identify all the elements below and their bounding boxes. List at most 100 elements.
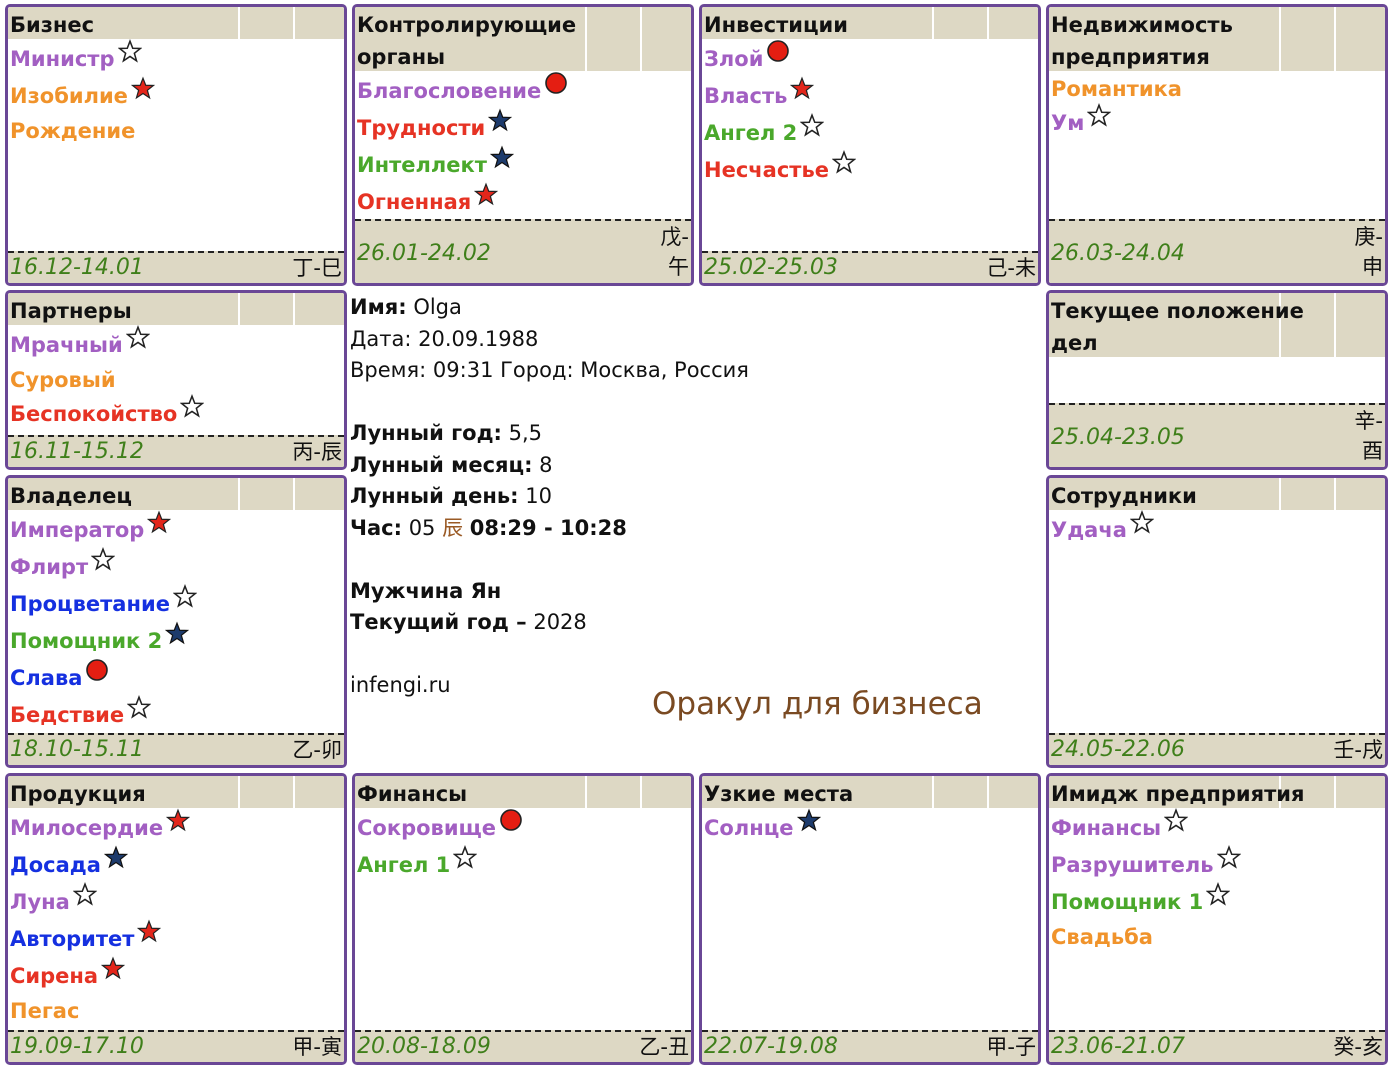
star-item[interactable]: Ангел 2 [704, 112, 856, 152]
star-item[interactable]: Свадьба [1051, 921, 1241, 953]
header-divider [1279, 7, 1281, 71]
lunar-year-label: Лунный год: [350, 421, 502, 445]
star-item[interactable]: Авторитет [10, 919, 190, 958]
star-list: Благословение Трудности Интеллект Огненная [357, 70, 568, 221]
palace-cell: Владелец Император Флирт Процветание Помощни… [5, 475, 347, 768]
palace-cell: Узкие места Солнце 22.07-19.08 甲-子 [699, 773, 1041, 1065]
star-name: Император [10, 518, 145, 542]
star-name: Бедствие [10, 703, 125, 727]
star-item[interactable]: Пегас [10, 995, 190, 1027]
star-item[interactable]: Помощник 1 [1051, 881, 1241, 921]
star-item[interactable]: Министр [10, 38, 155, 78]
outline-star-icon [1086, 102, 1112, 139]
star-item[interactable]: Сокровище [357, 808, 523, 847]
star-name: Огненная [357, 190, 472, 214]
site-link[interactable]: infengi.ru [350, 673, 451, 697]
lunar-month-label: Лунный месяц: [350, 452, 533, 477]
header-divider [640, 7, 642, 71]
star-item[interactable]: Сирена [10, 956, 190, 995]
star-item[interactable]: Помощник 2 [10, 621, 197, 660]
star-name: Суровый [10, 368, 116, 392]
star-name: Свадьба [1051, 925, 1153, 949]
ganzhi-label: 己-未 [986, 256, 1036, 280]
star-name: Досада [10, 853, 101, 877]
star-item[interactable]: Император [10, 510, 197, 549]
palace-cell: Текущее положение дел 25.04-23.05 辛-酉 [1046, 290, 1388, 470]
star-name: Ум [1051, 111, 1085, 135]
star-item[interactable]: Флирт [10, 546, 197, 586]
star-item[interactable]: Бедствие [10, 694, 197, 734]
star-item[interactable]: Луна [10, 881, 190, 921]
palace-header: Текущее положение дел [1049, 293, 1385, 357]
star-item[interactable]: Беспокойство [10, 393, 205, 433]
header-divider [1279, 776, 1281, 808]
star-item[interactable]: Огненная [357, 182, 568, 221]
star-item[interactable]: Разрушитель [1051, 844, 1242, 884]
star-item[interactable]: Мрачный [10, 324, 204, 364]
palace-header: Контролирующие органы [355, 7, 691, 71]
star-item[interactable]: Изобилие [10, 76, 155, 115]
time-value: 09:31 [432, 358, 494, 382]
star-item[interactable]: Ангел 1 [357, 844, 523, 884]
star-item[interactable]: Несчастье [704, 149, 857, 189]
palace-footer: 25.02-25.03 己-未 [702, 251, 1038, 283]
lunar-day-value: 10 [525, 484, 552, 508]
ganzhi-label: 庚-申 [1354, 225, 1383, 279]
palace-cell: Инвестиции Злой Власть Ангел 2 Несчастье 25.0… [699, 4, 1041, 286]
palace-header: Бизнес [8, 7, 344, 39]
ganzhi-label: 甲-子 [986, 1035, 1036, 1059]
star-item[interactable]: Романтика [1051, 73, 1182, 105]
star-name: Удача [1051, 518, 1127, 542]
ganzhi-label: 丁-巳 [292, 256, 342, 280]
star-list: Злой Власть Ангел 2 Несчастье [704, 39, 857, 189]
header-divider [640, 776, 642, 808]
star-item[interactable]: Благословение [357, 70, 568, 110]
star-item[interactable]: Трудности [357, 108, 568, 147]
header-divider [1279, 478, 1281, 510]
navy-star-icon [103, 844, 128, 881]
star-item[interactable]: Ум [1051, 102, 1182, 142]
star-list: Солнце [704, 808, 821, 847]
star-name: Беспокойство [10, 402, 178, 426]
star-item[interactable]: Милосердие [10, 808, 191, 847]
lunar-day-label: Лунный день: [350, 484, 519, 508]
palace-title: Недвижимость предприятия [1051, 13, 1233, 69]
ganzhi-label: 壬-戌 [1333, 738, 1383, 762]
palace-dates: 22.07-19.08 [704, 1034, 838, 1059]
star-item[interactable]: Интеллект [357, 145, 568, 184]
palace-title: Сотрудники [1051, 484, 1197, 508]
star-item[interactable]: Злой [704, 39, 856, 78]
palace-header: Имидж предприятия [1049, 776, 1385, 808]
palace-footer: 26.03-24.04 庚-申 [1049, 219, 1385, 283]
star-name: Министр [10, 47, 115, 71]
header-divider [1334, 293, 1336, 357]
star-item[interactable]: Солнце [704, 808, 821, 847]
current-year-label: Текущий год – [350, 610, 527, 634]
palace-header: Продукция [8, 776, 344, 808]
star-list: Финансы Разрушитель Помощник 1 Свадьба [1051, 807, 1242, 953]
palace-header: Финансы [355, 776, 691, 808]
star-item[interactable]: Финансы [1051, 807, 1241, 847]
palace-dates: 26.01-24.02 [357, 241, 491, 266]
star-item[interactable]: Удача [1051, 509, 1155, 549]
star-list: Милосердие Досада Луна Авторитет Сирена Пегас [10, 808, 191, 1027]
star-item[interactable]: Рождение [10, 115, 155, 147]
star-item[interactable]: Слава [10, 658, 197, 697]
hour-value: 05 [408, 515, 436, 540]
star-item[interactable]: Процветание [10, 583, 198, 623]
palace-dates: 20.08-18.09 [357, 1034, 491, 1059]
red-circle-icon [544, 70, 568, 107]
hour-label: Час: [350, 515, 402, 540]
header-divider [1279, 293, 1281, 357]
hour-range: 08:29 - 10:28 [469, 515, 627, 540]
outline-star-icon [1129, 509, 1155, 546]
star-item[interactable]: Досада [10, 844, 190, 884]
star-item[interactable]: Суровый [10, 364, 204, 396]
outline-star-icon [179, 393, 205, 430]
palace-header: Сотрудники [1049, 478, 1385, 510]
star-item[interactable]: Власть [704, 76, 856, 115]
oracle-title: Оракул для бизнеса [652, 686, 983, 722]
star-name: Флирт [10, 555, 89, 579]
header-divider [293, 776, 295, 808]
header-divider [1334, 776, 1336, 808]
